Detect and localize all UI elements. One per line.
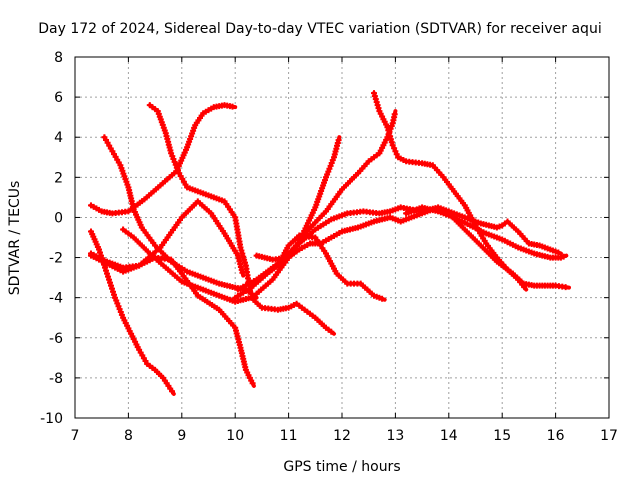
x-tick-label: 16: [547, 428, 565, 444]
x-tick-label: 12: [333, 428, 351, 444]
y-tick-label: -4: [49, 291, 63, 307]
x-axis-label: GPS time / hours: [283, 459, 400, 475]
series-line: [372, 91, 529, 292]
x-tick-label: 15: [493, 428, 511, 444]
x-tick-label: 11: [280, 428, 298, 444]
x-tick-label: 7: [71, 428, 80, 444]
data-point-marker: [379, 295, 386, 302]
data-point-marker: [169, 388, 175, 395]
data-point-marker: [521, 284, 528, 291]
x-tick-label: 17: [600, 428, 618, 444]
series-arc-14: [248, 294, 336, 336]
y-axis-label: SDTVAR / TECUs: [7, 181, 23, 296]
y-tick-label: -6: [49, 331, 63, 347]
data-point-marker: [560, 253, 567, 260]
data-point-marker: [328, 328, 335, 335]
data-point-marker: [391, 111, 398, 118]
x-tick-label: 9: [177, 428, 186, 444]
series-layer: [88, 90, 571, 396]
data-point-marker: [229, 103, 236, 110]
series-arc-4: [146, 102, 254, 294]
y-tick-label: 0: [54, 210, 63, 226]
y-tick-label: 4: [54, 130, 63, 146]
y-tick-label: 8: [54, 50, 63, 66]
x-tick-label: 14: [440, 428, 458, 444]
data-point-marker: [239, 269, 246, 276]
data-point-marker: [249, 380, 256, 387]
series-arc-7: [88, 252, 256, 388]
chart-title: Day 172 of 2024, Sidereal Day-to-day VTE…: [38, 21, 601, 37]
series-arc-5: [120, 226, 254, 305]
tick-layer: 7 8 9 10 11 12 13 14 15 16 17 -10 -8 -6 -4 -2 0 2 4 6 8: [40, 50, 618, 444]
y-tick-label: -10: [40, 411, 63, 427]
series-arc-15: [403, 204, 569, 261]
x-tick-label: 10: [226, 428, 244, 444]
data-point-marker: [555, 249, 562, 256]
y-tick-label: 2: [54, 170, 63, 186]
series-line: [249, 295, 336, 336]
series-arc-13: [274, 232, 387, 302]
x-tick-label: 8: [124, 428, 133, 444]
y-tick-label: -8: [49, 371, 63, 387]
x-tick-label: 13: [386, 428, 404, 444]
data-point-marker: [562, 284, 569, 291]
y-tick-label: -2: [49, 251, 63, 267]
data-point-marker: [389, 142, 396, 149]
y-tick-label: 6: [54, 90, 63, 106]
data-point-marker: [335, 137, 342, 144]
